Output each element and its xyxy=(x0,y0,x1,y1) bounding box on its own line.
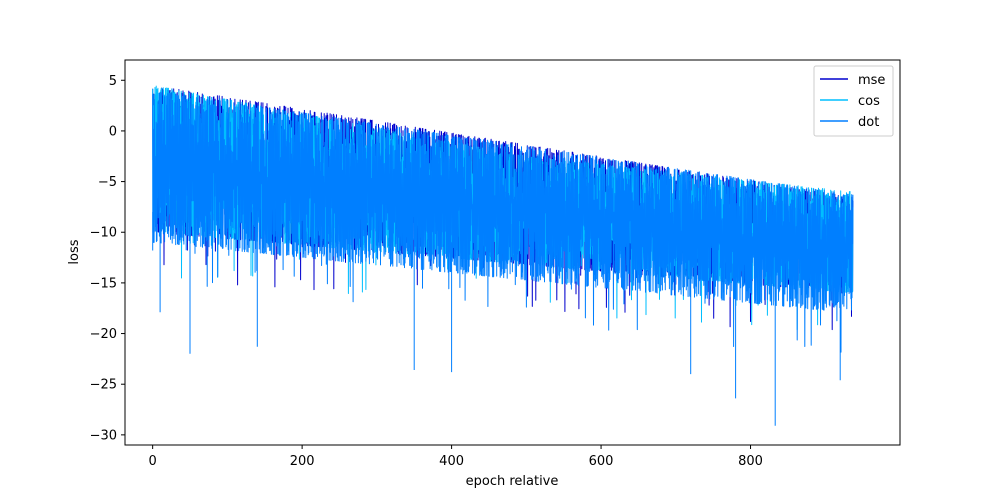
y-tick-label: −5 xyxy=(98,175,117,190)
y-tick-label: −30 xyxy=(90,428,117,443)
legend-label-dot: dot xyxy=(858,115,879,130)
y-tick-label: −20 xyxy=(90,327,117,342)
legend-box xyxy=(813,65,894,137)
y-tick-label: 5 xyxy=(109,74,117,89)
x-tick-label: 800 xyxy=(738,454,763,469)
x-axis-ticks: 0 200 400 600 800 xyxy=(149,445,763,469)
y-axis-ticks: 5 0 −5 −10 −15 −20 −25 −30 xyxy=(90,74,125,443)
x-tick-label: 0 xyxy=(149,454,157,469)
y-tick-label: −25 xyxy=(90,378,117,393)
y-tick-label: −15 xyxy=(90,276,117,291)
legend-label-mse: mse xyxy=(858,73,885,88)
series-line-dot xyxy=(152,91,854,426)
y-tick-label: −10 xyxy=(90,226,117,241)
plot-frame xyxy=(124,59,901,446)
legend-label-cos: cos xyxy=(858,94,880,109)
series-layer xyxy=(152,85,854,426)
x-tick-label: 600 xyxy=(589,454,614,469)
legend: mse cos dot xyxy=(813,65,894,137)
x-tick-label: 400 xyxy=(439,454,464,469)
y-tick-label: 0 xyxy=(109,124,117,139)
y-axis-label: loss xyxy=(67,239,82,264)
x-tick-label: 200 xyxy=(290,454,315,469)
x-axis-label: epoch relative xyxy=(466,474,559,489)
